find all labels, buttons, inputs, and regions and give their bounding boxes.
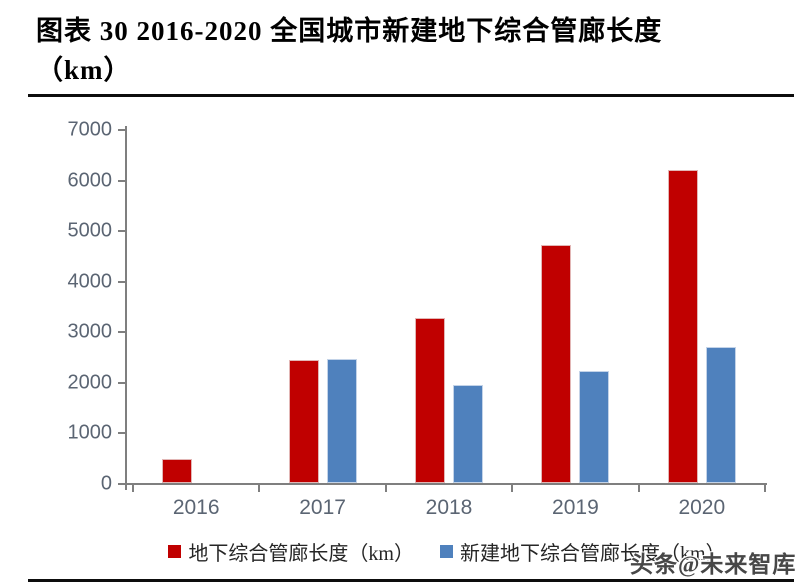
bar-2019-series2 xyxy=(579,370,610,484)
y-axis-tick-mark xyxy=(118,381,125,384)
bar-2018-series1 xyxy=(415,317,445,484)
legend-swatch-red-icon xyxy=(168,545,182,558)
figure-title-line1: 图表 30 2016-2020 全国城市新建地下综合管廊长度 xyxy=(36,16,663,46)
y-axis-tick-label: 6000 xyxy=(67,169,113,191)
y-axis-tick-mark xyxy=(118,179,125,182)
bottom-divider-rule xyxy=(28,579,794,582)
x-axis-tick-mark xyxy=(637,485,640,492)
bar-2018-series2 xyxy=(453,385,483,484)
x-axis-category-label: 2018 xyxy=(425,496,473,519)
figure-title-line2: （km） xyxy=(36,55,132,85)
bar-2017-series1 xyxy=(288,359,319,484)
x-axis-tick-mark xyxy=(384,485,387,492)
figure-title: 图表 30 2016-2020 全国城市新建地下综合管廊长度 （km） xyxy=(36,12,781,90)
y-axis-tick-label: 1000 xyxy=(67,421,113,444)
bar-2020-series1 xyxy=(667,170,698,484)
watermark: 头条@未来智库 xyxy=(630,552,797,577)
x-axis-tick-mark xyxy=(132,485,134,492)
legend-label-series2: 新建地下综合管廊长度（km） xyxy=(460,543,726,565)
y-axis-tick-label: 5000 xyxy=(67,219,113,242)
legend-item-series1: 地下综合管廊长度（km） xyxy=(168,537,414,566)
y-axis-tick-mark xyxy=(118,482,125,485)
bar-2016-series1 xyxy=(162,459,193,484)
legend-item-series2: 新建地下综合管廊长度（km） xyxy=(440,537,726,566)
y-axis-tick-label: 3000 xyxy=(67,320,113,343)
x-axis-tick-mark xyxy=(258,485,261,492)
y-axis-tick-mark xyxy=(118,432,125,434)
y-axis-tick-label: 4000 xyxy=(67,270,113,292)
y-axis-tick-mark xyxy=(118,331,125,333)
x-axis-tick-mark xyxy=(764,485,766,492)
bar-2019-series1 xyxy=(541,245,572,484)
y-axis-tick-mark xyxy=(118,129,125,131)
y-axis-line xyxy=(125,126,127,490)
x-axis-category-label: 2020 xyxy=(678,496,726,519)
x-axis-category-label: 2019 xyxy=(552,496,599,519)
x-axis-line xyxy=(125,483,767,485)
x-axis-category-label: 2016 xyxy=(172,496,220,519)
y-axis-tick-label: 0 xyxy=(100,472,112,494)
legend-label-series1: 地下综合管廊长度（km） xyxy=(188,543,414,565)
chart-legend: 地下综合管廊长度（km） 新建地下综合管廊长度（km） xyxy=(127,537,767,566)
y-axis-tick-label: 7000 xyxy=(67,118,113,141)
x-axis-tick-mark xyxy=(511,485,514,492)
y-axis-tick-mark xyxy=(118,230,125,232)
bar-2017-series2 xyxy=(326,359,357,484)
legend-swatch-blue-icon xyxy=(440,545,453,558)
y-axis-tick-label: 2000 xyxy=(67,371,113,393)
top-divider-rule xyxy=(28,94,794,97)
bar-2020-series2 xyxy=(705,347,736,484)
x-axis-category-label: 2017 xyxy=(299,496,346,519)
y-axis-tick-mark xyxy=(118,280,125,283)
